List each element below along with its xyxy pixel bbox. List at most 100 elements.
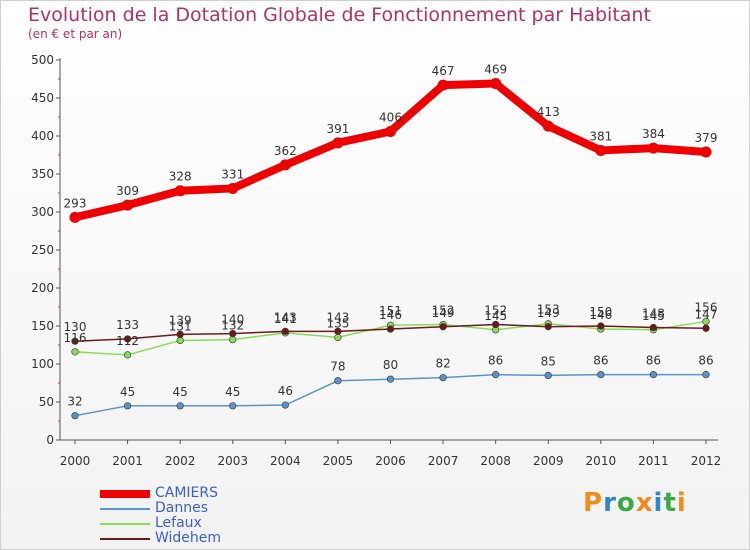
data-point-widehem bbox=[334, 327, 342, 335]
data-label-camiers: 413 bbox=[537, 105, 560, 119]
legend-label-widehem: Widehem bbox=[155, 530, 222, 546]
data-point-dannes bbox=[229, 402, 237, 410]
data-point-camiers bbox=[122, 199, 134, 211]
data-point-widehem bbox=[123, 335, 132, 343]
data-label-camiers: 331 bbox=[221, 167, 244, 181]
y-tick-label: 350 bbox=[31, 167, 54, 181]
legend-swatch-dannes bbox=[100, 507, 150, 510]
data-label-camiers: 469 bbox=[484, 63, 507, 77]
data-label-camiers: 381 bbox=[589, 129, 612, 143]
data-label-dannes: 82 bbox=[435, 357, 450, 371]
data-label-widehem: 147 bbox=[695, 307, 718, 321]
x-tick-label: 2006 bbox=[375, 454, 406, 468]
data-point-dannes bbox=[334, 377, 342, 385]
data-point-lefaux bbox=[334, 333, 342, 342]
data-point-widehem bbox=[597, 322, 605, 330]
data-label-lefaux: 132 bbox=[221, 319, 244, 333]
legend-item-dannes: Dannes bbox=[100, 501, 221, 516]
data-label-lefaux: 151 bbox=[379, 304, 402, 318]
data-label-widehem: 149 bbox=[432, 306, 455, 320]
data-label-camiers: 362 bbox=[274, 144, 297, 158]
data-point-dannes bbox=[492, 371, 500, 379]
data-point-widehem bbox=[71, 337, 79, 345]
data-label-dannes: 86 bbox=[488, 354, 503, 368]
x-tick-label: 2003 bbox=[217, 454, 248, 468]
x-tick-label: 2009 bbox=[533, 454, 564, 468]
legend-label-camiers: CAMIERS bbox=[155, 485, 219, 501]
logo-letter: i bbox=[653, 488, 664, 518]
x-tick-label: 2004 bbox=[270, 454, 301, 468]
data-label-widehem: 143 bbox=[326, 310, 349, 324]
x-tick-label: 2008 bbox=[480, 454, 511, 468]
data-label-lefaux: 146 bbox=[589, 308, 612, 322]
data-point-dannes bbox=[123, 402, 132, 410]
logo-letter: o bbox=[616, 488, 636, 518]
data-label-dannes: 86 bbox=[698, 354, 713, 368]
data-point-dannes bbox=[71, 412, 79, 420]
data-point-camiers bbox=[437, 79, 449, 91]
data-label-camiers: 384 bbox=[642, 127, 665, 141]
y-tick-label: 300 bbox=[31, 205, 54, 219]
x-tick-label: 2000 bbox=[60, 454, 91, 468]
x-tick-label: 2012 bbox=[691, 454, 722, 468]
y-tick-label: 100 bbox=[31, 357, 54, 371]
data-point-widehem bbox=[702, 324, 710, 332]
data-label-dannes: 45 bbox=[225, 385, 240, 399]
data-point-camiers bbox=[595, 144, 607, 156]
data-label-widehem: 143 bbox=[274, 310, 297, 324]
data-label-widehem: 149 bbox=[537, 306, 560, 320]
legend-swatch-widehem bbox=[100, 537, 150, 540]
data-label-dannes: 86 bbox=[646, 354, 661, 368]
data-label-lefaux: 112 bbox=[116, 334, 139, 348]
legend-item-lefaux: Lefaux bbox=[100, 516, 221, 531]
data-label-widehem: 140 bbox=[221, 313, 244, 327]
data-label-camiers: 293 bbox=[64, 196, 87, 210]
data-label-lefaux: 135 bbox=[326, 316, 349, 330]
x-tick-label: 2005 bbox=[323, 454, 354, 468]
data-label-dannes: 86 bbox=[593, 354, 608, 368]
data-point-lefaux bbox=[123, 351, 132, 359]
data-point-widehem bbox=[649, 323, 658, 332]
data-point-camiers bbox=[647, 142, 659, 154]
y-tick-label: 200 bbox=[31, 281, 54, 295]
x-tick-label: 2002 bbox=[165, 454, 196, 468]
data-point-dannes bbox=[386, 375, 395, 383]
x-tick-label: 2011 bbox=[638, 454, 669, 468]
y-tick-label: 250 bbox=[31, 243, 54, 257]
data-point-widehem bbox=[492, 320, 500, 329]
data-point-widehem bbox=[439, 323, 447, 331]
data-point-camiers bbox=[174, 185, 186, 197]
data-label-lefaux: 153 bbox=[537, 303, 560, 317]
data-label-camiers: 379 bbox=[695, 131, 718, 145]
legend-label-lefaux: Lefaux bbox=[155, 515, 202, 531]
data-label-dannes: 45 bbox=[173, 385, 188, 399]
data-label-widehem: 148 bbox=[642, 307, 665, 321]
data-label-widehem: 130 bbox=[64, 320, 87, 334]
data-point-widehem bbox=[281, 327, 289, 335]
data-point-widehem bbox=[176, 330, 184, 338]
proxiti-logo: Proxiti bbox=[583, 488, 687, 518]
data-point-camiers bbox=[385, 125, 396, 137]
data-label-camiers: 467 bbox=[432, 64, 455, 78]
data-label-lefaux: 131 bbox=[169, 319, 192, 333]
data-point-lefaux bbox=[229, 336, 237, 344]
legend-label-dannes: Dannes bbox=[155, 500, 209, 516]
data-label-widehem: 133 bbox=[116, 318, 139, 332]
legend-swatch-lefaux bbox=[100, 522, 150, 525]
data-label-camiers: 328 bbox=[169, 170, 192, 184]
y-tick-label: 450 bbox=[31, 91, 54, 105]
y-tick-label: 50 bbox=[39, 395, 54, 409]
logo-letter: i bbox=[676, 488, 687, 518]
legend: CAMIERS Dannes Lefaux Widehem bbox=[100, 486, 221, 546]
logo-letter: r bbox=[603, 488, 617, 518]
series-line-camiers bbox=[74, 79, 707, 222]
data-label-dannes: 45 bbox=[120, 385, 135, 399]
data-label-lefaux: 145 bbox=[642, 309, 665, 323]
data-label-dannes: 32 bbox=[67, 395, 82, 409]
x-tick-label: 2001 bbox=[112, 454, 143, 468]
x-tick-label: 2010 bbox=[586, 454, 617, 468]
data-point-dannes bbox=[281, 401, 289, 409]
data-point-camiers bbox=[279, 159, 291, 171]
data-label-widehem: 152 bbox=[484, 303, 507, 317]
